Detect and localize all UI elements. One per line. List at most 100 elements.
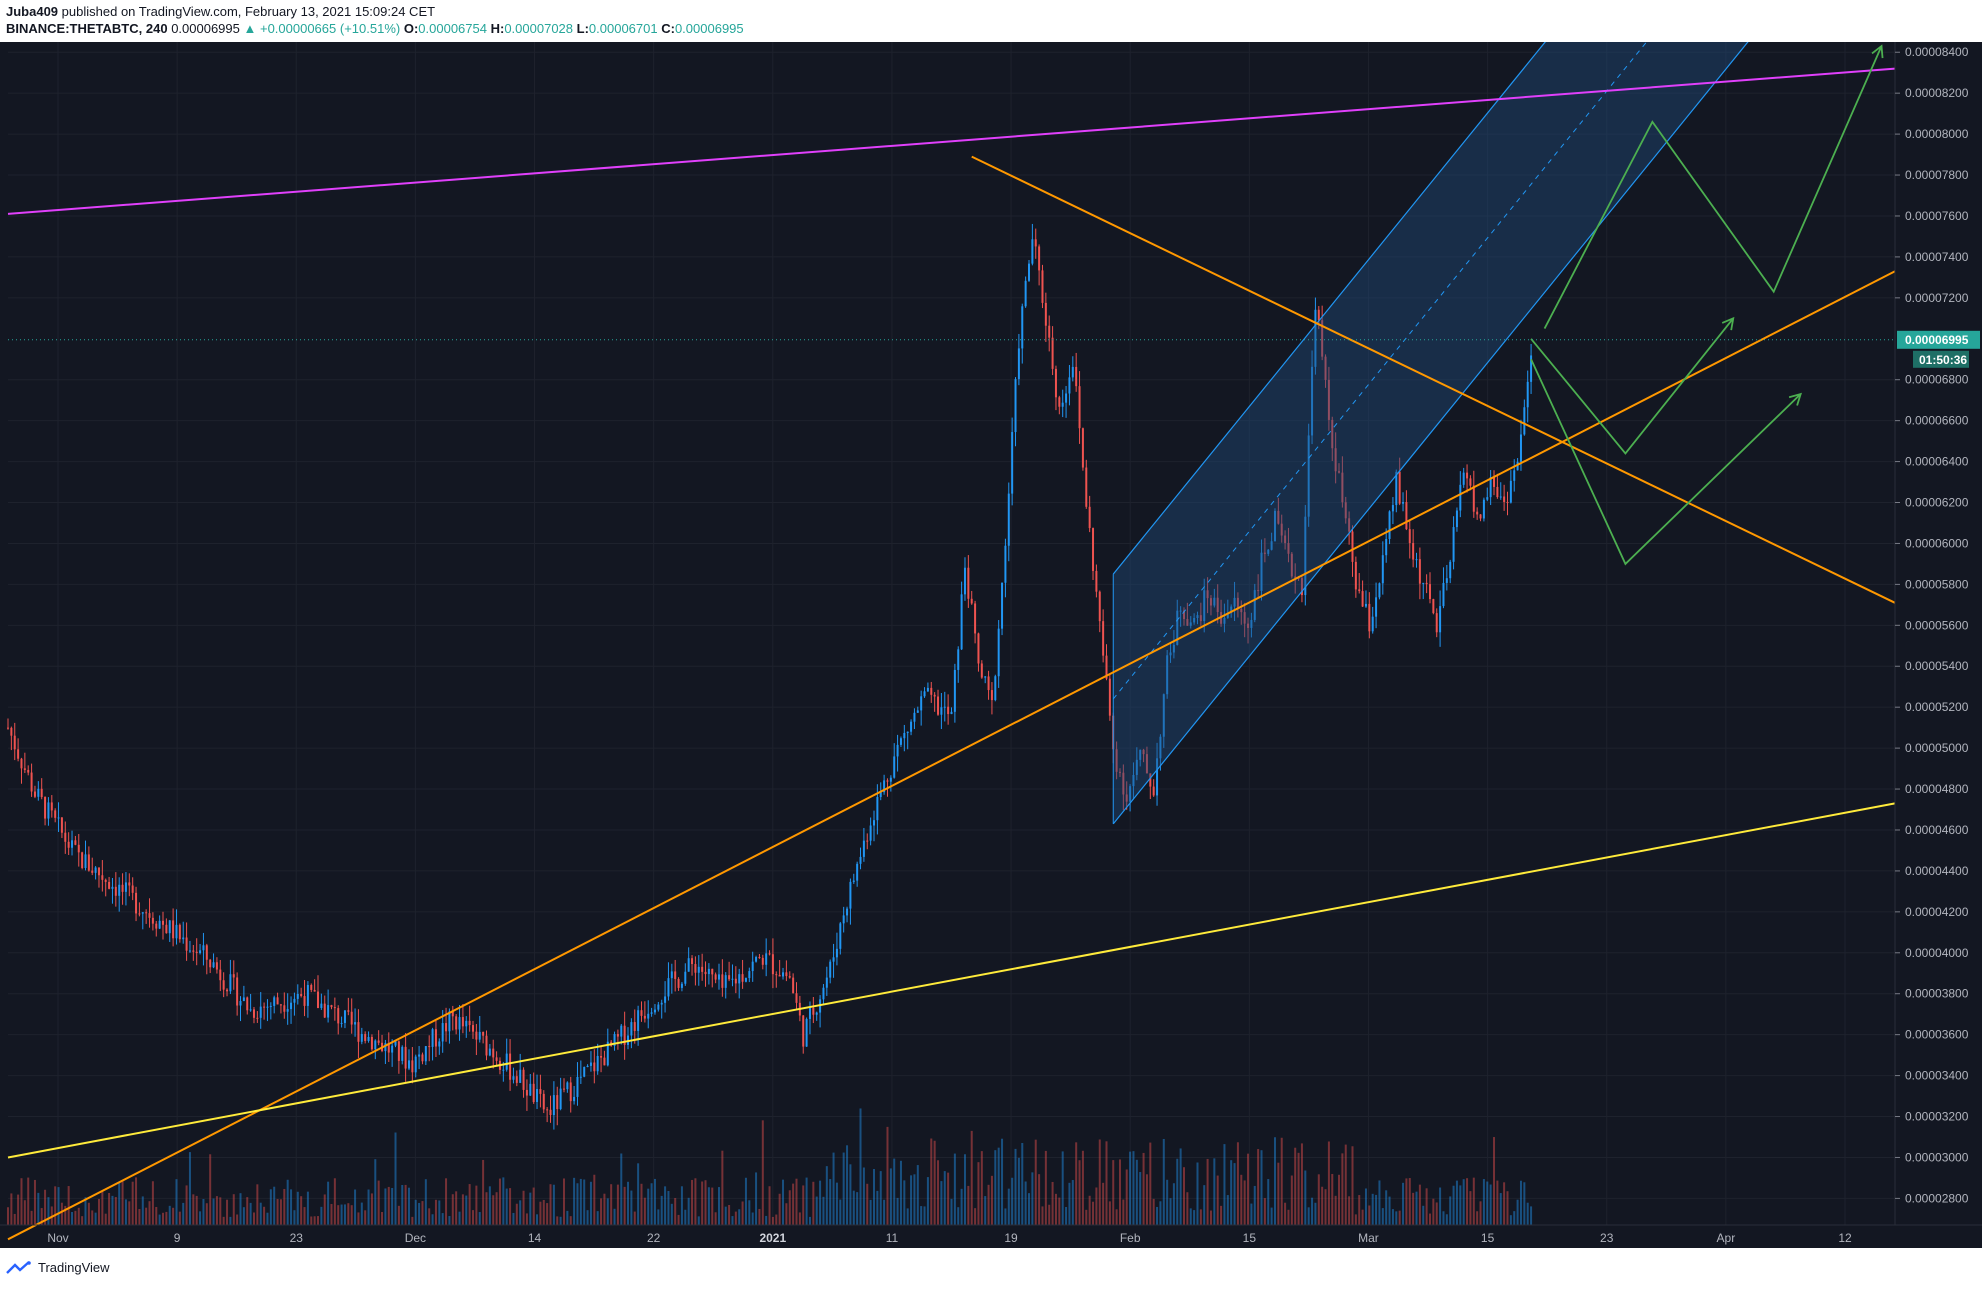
volume-bar [926, 1177, 929, 1225]
volume-bar [798, 1212, 801, 1225]
candle-down [482, 1031, 485, 1036]
candle-down [411, 1060, 414, 1073]
volume-bar [717, 1187, 720, 1225]
volume-bar [1149, 1142, 1152, 1225]
candle-up [903, 732, 906, 739]
candle-down [775, 974, 778, 976]
candle-down [1317, 309, 1320, 321]
candle-down [522, 1069, 525, 1090]
candle-down [1125, 794, 1128, 802]
projection-path[interactable] [1530, 317, 1734, 455]
volume-bar [1092, 1201, 1095, 1225]
time-tick-label: 12 [1838, 1231, 1852, 1245]
volume-bar [1341, 1153, 1344, 1225]
price-tick-label: 0.00003600 [1905, 1028, 1969, 1042]
candle-up [1371, 616, 1374, 632]
volume-bar [1344, 1144, 1347, 1225]
candle-up [47, 802, 50, 819]
volume-bar [286, 1179, 289, 1225]
volume-bar [1432, 1198, 1435, 1225]
volume-bar [1503, 1182, 1506, 1225]
candle-down [967, 567, 970, 599]
candle-up [1179, 610, 1182, 612]
volume-bar [707, 1187, 710, 1225]
volume-bar [195, 1195, 198, 1225]
volume-bar [434, 1199, 437, 1225]
orange-ascending-trendline[interactable] [7, 270, 1896, 1241]
projection-arrowhead-icon [1721, 316, 1735, 331]
candle-up [872, 820, 875, 826]
candle-down [232, 974, 235, 978]
candle-up [502, 1069, 505, 1071]
volume-bar [1014, 1148, 1017, 1225]
volume-bar [1334, 1195, 1337, 1225]
candle-up [1226, 612, 1229, 618]
volume-bar [691, 1179, 694, 1225]
projection-path[interactable] [1543, 45, 1883, 329]
candle-up [266, 1006, 269, 1008]
price-chart[interactable]: 0.00008400 0.00008200 0.00008000 0.00007800… [0, 0, 1982, 1248]
candle-down [509, 1053, 512, 1080]
candle-down [1341, 472, 1344, 503]
volume-bar [236, 1214, 239, 1225]
volume-bar [448, 1216, 451, 1225]
candle-down [1240, 608, 1243, 613]
tradingview-logo[interactable]: TradingView [6, 1260, 110, 1275]
volume-bar [108, 1192, 111, 1225]
price-tick-label: 0.00004400 [1905, 864, 1969, 878]
volume-bar [229, 1216, 232, 1225]
candle-up [950, 711, 953, 715]
candle-up [1132, 774, 1135, 787]
volume-bar [731, 1216, 734, 1225]
volume-bar [788, 1190, 791, 1225]
candle-up [630, 1022, 633, 1036]
candle-down [40, 788, 43, 798]
candle-down [1428, 584, 1431, 600]
yellow-support-line[interactable] [7, 802, 1896, 1159]
volume-bar [290, 1189, 293, 1225]
candle-down [556, 1095, 559, 1110]
candle-down [674, 971, 677, 979]
volume-bar [1102, 1182, 1105, 1225]
publisher-name[interactable]: Juba409 [6, 4, 59, 19]
channel-upper-line[interactable] [1112, 0, 1827, 575]
candle-up [1223, 617, 1226, 624]
volume-bar [589, 1181, 592, 1225]
candle-down [222, 980, 225, 990]
candle-down [1290, 553, 1293, 577]
candle-down [721, 974, 724, 988]
volume-bar [950, 1198, 953, 1225]
channel-lower-line[interactable] [1112, 0, 1827, 825]
projection-path[interactable] [1530, 358, 1802, 566]
candle-up [340, 1022, 343, 1024]
volume-bar [1466, 1178, 1469, 1225]
candle-up [1139, 749, 1142, 760]
price-tick-label: 0.00007200 [1905, 291, 1969, 305]
candle-down [1051, 337, 1054, 369]
volume-bar [1166, 1179, 1169, 1225]
candle-down [445, 1023, 448, 1032]
candle-up [1513, 470, 1516, 481]
volume-bar [74, 1210, 77, 1225]
price-tick-label: 0.00002800 [1905, 1191, 1969, 1205]
price-axis[interactable] [1895, 42, 1982, 1248]
candle-down [866, 840, 869, 842]
candle-down [1398, 471, 1401, 504]
magenta-resistance-line[interactable] [7, 67, 1896, 215]
volume-bar [603, 1193, 606, 1225]
candle-down [562, 1088, 565, 1090]
candle-down [532, 1083, 535, 1102]
volume-bar [1257, 1149, 1260, 1225]
volume-bar [1371, 1193, 1374, 1225]
orange-descending-trendline[interactable] [971, 155, 1896, 604]
candle-down [192, 950, 195, 952]
volume-bar [13, 1213, 16, 1225]
candle-up [431, 1029, 434, 1047]
volume-bar [1065, 1206, 1068, 1225]
candle-up [269, 1005, 272, 1007]
volume-bar [77, 1207, 80, 1225]
volume-bar [135, 1177, 138, 1225]
volume-bar [1031, 1172, 1034, 1225]
volume-bar [1348, 1196, 1351, 1225]
